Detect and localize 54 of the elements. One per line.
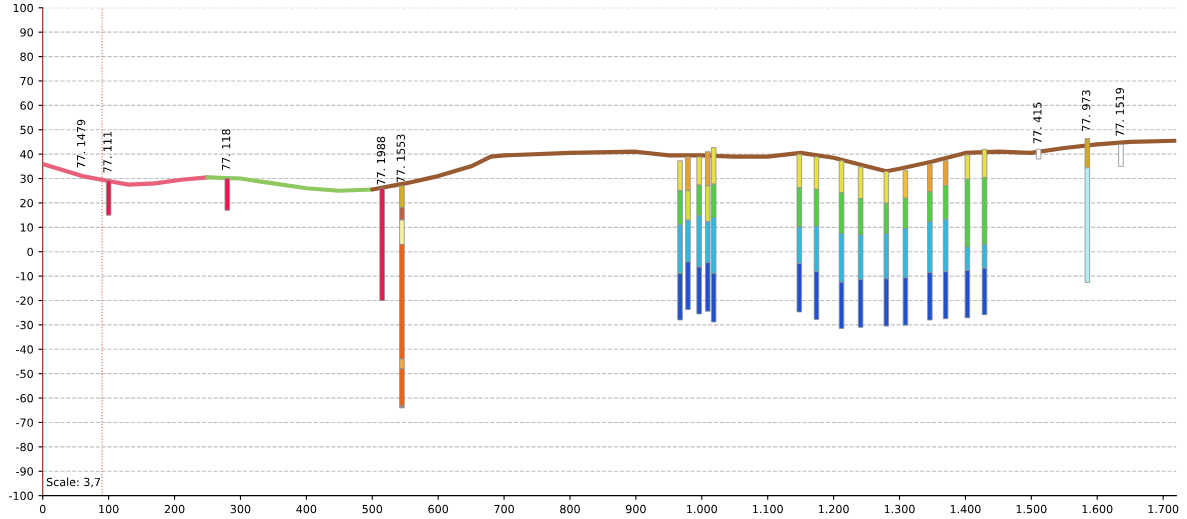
bar: [1035, 148, 1042, 160]
x-tick-label: 1.100: [753, 504, 783, 514]
x-tick-label: 300: [230, 504, 251, 514]
y-tick-label: -20: [16, 296, 33, 305]
annotation: 77. 1988: [376, 136, 386, 185]
annotation: Scale: 3,7: [46, 477, 101, 488]
annotation: 77. 415: [1033, 102, 1042, 144]
y-tick-label: -60: [16, 394, 33, 403]
x-tick-label: 1.700: [1148, 504, 1179, 514]
x-tick-label: 1.300: [884, 504, 915, 514]
y-tick-label: -90: [16, 467, 33, 476]
y-tick-label: 0: [27, 247, 33, 257]
y-tick-label: -70: [16, 418, 33, 427]
annotation: 77. 1519: [1115, 88, 1124, 136]
annotation: 77. 111: [103, 131, 112, 173]
x-tick-label: 700: [494, 504, 514, 514]
x-tick-label: 1.400: [950, 504, 981, 514]
y-tick-label: 40: [20, 150, 33, 159]
x-tick-label: 100: [99, 504, 119, 514]
y-tick-label: -40: [16, 345, 33, 354]
x-tick-label: 1.000: [687, 504, 717, 514]
annotation: 77. 118: [221, 129, 231, 170]
x-tick-label: 0: [39, 504, 46, 514]
bar: [224, 178, 230, 211]
bar: [105, 180, 112, 216]
y-tick-label: 10: [20, 223, 33, 232]
x-tick-label: 600: [428, 504, 449, 514]
y-tick-label: -30: [16, 320, 33, 330]
y-tick-label: 70: [20, 76, 33, 86]
annotation: 77. 1553: [396, 134, 405, 183]
bar: [379, 187, 385, 301]
line-series: [205, 175, 375, 193]
y-tick-label: 60: [20, 101, 33, 110]
x-tick-label: 1.200: [818, 504, 849, 514]
x-tick-label: 200: [164, 504, 185, 514]
x-tick-label: 400: [296, 504, 317, 514]
y-tick-label: 90: [20, 28, 33, 37]
y-tick-label: 30: [20, 174, 33, 183]
y-tick-label: 100: [13, 3, 33, 13]
x-tick-label: 1.500: [1016, 504, 1047, 514]
y-tick-label: 20: [20, 198, 33, 208]
y-tick-label: -100: [9, 491, 33, 501]
x-tick-label: 800: [560, 504, 580, 514]
y-tick-label: 50: [20, 125, 33, 135]
y-tick-label: 80: [20, 52, 33, 61]
annotation: 77. 973: [1081, 90, 1091, 131]
x-tick-label: 900: [625, 504, 646, 514]
y-tick-label: -80: [16, 442, 33, 452]
bar: [1118, 143, 1124, 167]
annotation: 77. 1479: [76, 119, 86, 168]
y-tick-label: -10: [16, 272, 33, 281]
x-tick-label: 1.600: [1082, 504, 1113, 514]
y-tick-label: -50: [16, 369, 33, 379]
x-tick-label: 500: [362, 504, 383, 514]
